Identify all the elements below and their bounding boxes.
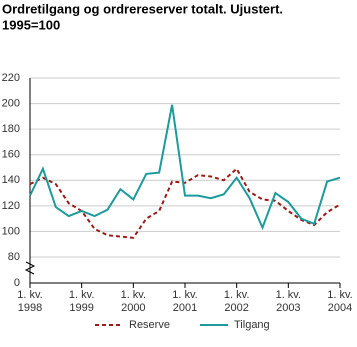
y-tick-label: 120	[2, 200, 20, 212]
x-tick-label: 1. kv. 1998	[17, 289, 43, 314]
y-tick-label: 0	[14, 277, 20, 289]
line-series	[29, 167, 341, 239]
legend-label: Tilgang	[234, 319, 270, 331]
x-tick-label: 1. kv. 2001	[172, 289, 198, 314]
x-tick-label: 1. kv. 2003	[275, 289, 302, 314]
y-tick-label: 80	[8, 251, 20, 263]
x-tick-label: 1. kv. 2004	[327, 289, 353, 314]
y-tick-label: 200	[2, 97, 20, 109]
chart-subtitle: 1995=100	[2, 17, 60, 32]
axis-break	[24, 261, 36, 275]
x-tick-label: 1. kv. 1999	[68, 289, 95, 314]
y-tick-label: 220	[2, 72, 20, 84]
x-tick-label: 1. kv. 2002	[223, 289, 250, 314]
line-series	[29, 104, 341, 231]
legend-label: Reserve	[129, 319, 170, 331]
x-tick-label: 1. kv. 2000	[120, 289, 147, 314]
y-tick-label: 140	[2, 174, 20, 186]
chart-title: Ordretilgang og ordrereserver totalt. Uj…	[2, 1, 283, 16]
y-tick-label: 160	[2, 149, 20, 161]
y-tick-label: 100	[2, 225, 20, 237]
y-tick-label: 180	[2, 123, 20, 135]
